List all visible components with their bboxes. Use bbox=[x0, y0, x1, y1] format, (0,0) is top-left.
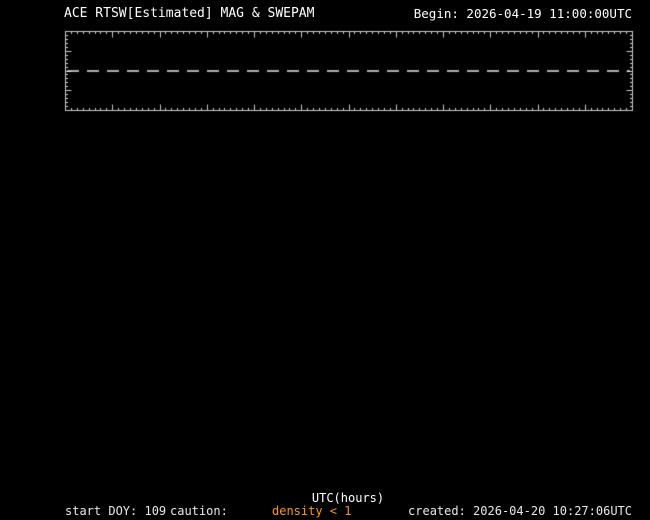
footer-caution-value: density < 1 bbox=[272, 504, 352, 518]
begin-timestamp: Begin: 2026-04-19 11:00:00UTC bbox=[413, 6, 632, 21]
x-axis-title: UTC(hours) bbox=[311, 491, 385, 505]
footer-start-doy: start DOY: 109 bbox=[65, 504, 167, 518]
footer-caution-label: caution: bbox=[170, 504, 228, 518]
footer-created-timestamp: created: 2026-04-20 10:27:06UTC bbox=[408, 504, 632, 518]
plot-title: ACE RTSW[Estimated] MAG & SWEPAM bbox=[64, 6, 315, 21]
